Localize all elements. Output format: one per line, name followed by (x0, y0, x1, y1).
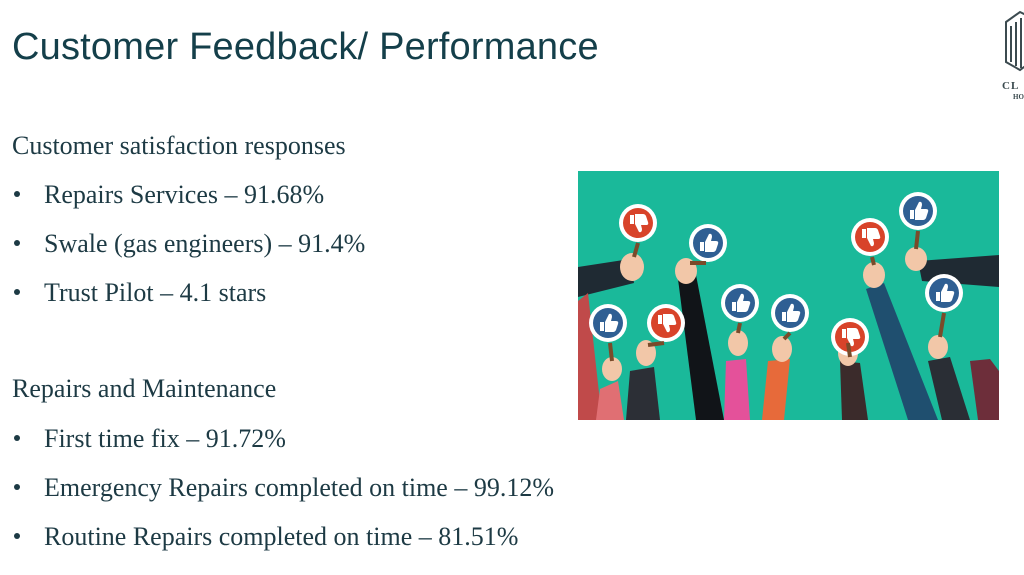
list-item-text: Routine Repairs completed on time – 81.5… (44, 522, 519, 551)
logo-text-line2: HO (1013, 93, 1024, 101)
bullet-icon (14, 533, 20, 539)
hands (602, 247, 948, 381)
list-item: Emergency Repairs completed on time – 99… (12, 473, 554, 522)
thumbs-down-icon (619, 204, 657, 242)
list-item-text: Repairs Services – 91.68% (44, 180, 325, 209)
thumbs-up-icon (689, 224, 727, 262)
slide-title: Customer Feedback/ Performance (12, 26, 599, 68)
thumbs-down-icon (647, 304, 685, 342)
list-item-text: Swale (gas engineers) – 91.4% (44, 229, 366, 258)
list-item-text: Emergency Repairs completed on time – 99… (44, 473, 554, 502)
bullet-icon (14, 484, 20, 490)
satisfaction-list: Repairs Services – 91.68% Swale (gas eng… (12, 180, 365, 327)
list-item-text: First time fix – 91.72% (44, 424, 286, 453)
company-logo: CL HO (998, 4, 1024, 102)
list-item: First time fix – 91.72% (12, 424, 554, 473)
sign-sticks (608, 230, 946, 362)
list-item: Repairs Services – 91.68% (12, 180, 365, 229)
feedback-illustration (578, 171, 999, 420)
bullet-icon (14, 289, 20, 295)
list-item: Swale (gas engineers) – 91.4% (12, 229, 365, 278)
list-item-text: Trust Pilot – 4.1 stars (44, 278, 267, 307)
thumbs-up-icon (589, 304, 627, 342)
thumbs-down-icon (851, 218, 889, 256)
arms (578, 255, 999, 420)
building-logo-icon (1005, 10, 1024, 72)
bullet-icon (14, 435, 20, 441)
repairs-list: First time fix – 91.72% Emergency Repair… (12, 424, 554, 571)
thumbs-up-icon (771, 294, 809, 332)
list-item: Trust Pilot – 4.1 stars (12, 278, 365, 327)
thumbs-up-icon (721, 284, 759, 322)
section-heading-satisfaction: Customer satisfaction responses (12, 131, 346, 160)
list-item: Routine Repairs completed on time – 81.5… (12, 522, 554, 571)
bullet-icon (14, 191, 20, 197)
thumbs-up-icon (899, 192, 937, 230)
thumbs-up-icon (925, 274, 963, 312)
bullet-icon (14, 240, 20, 246)
section-heading-repairs: Repairs and Maintenance (12, 374, 277, 403)
logo-text-line1: CL (1002, 80, 1020, 92)
